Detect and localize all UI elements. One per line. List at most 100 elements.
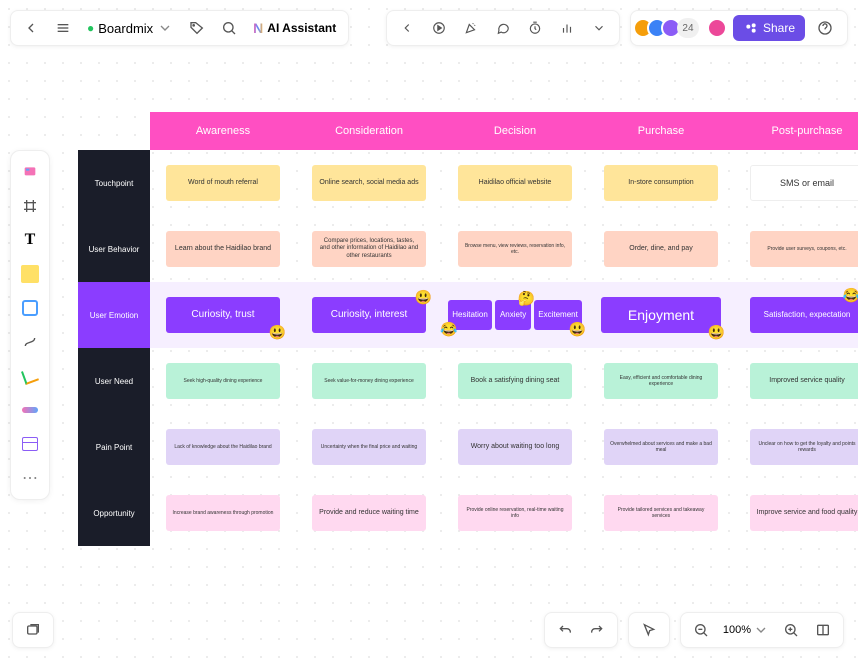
ai-assistant-button[interactable]: N AI Assistant [247, 20, 342, 36]
sticky-note[interactable]: Book a satisfying dining seat [458, 363, 572, 399]
chart-button[interactable] [553, 14, 581, 42]
minimap-button[interactable] [809, 616, 837, 644]
comment-button[interactable] [489, 14, 517, 42]
share-button[interactable]: Share [733, 15, 805, 41]
sticky-note[interactable]: Browse menu, view reviews, reservation i… [458, 231, 572, 267]
sticky-note[interactable]: Overwhelmed about services and make a ba… [604, 429, 718, 465]
sticky-note[interactable]: Improved service quality [750, 363, 858, 399]
celebrate-button[interactable] [457, 14, 485, 42]
sticky-note[interactable]: Compare prices, locations, tastes, and o… [312, 231, 426, 267]
pointer-tool[interactable] [635, 616, 663, 644]
chevron-down-icon [157, 20, 173, 36]
emoji-icon: 😃 [269, 324, 286, 341]
row-label[interactable]: Touchpoint [78, 150, 150, 216]
templates-tool[interactable] [15, 157, 45, 187]
text-tool[interactable]: T [15, 225, 45, 255]
zoom-level[interactable]: 100% [719, 622, 773, 638]
sticky-note[interactable]: Seek value-for-money dining experience [312, 363, 426, 399]
emoji-icon: 😃 [415, 289, 432, 306]
flow-tool[interactable] [15, 395, 45, 425]
topbar-left-panel: ● Boardmix N AI Assistant [10, 10, 349, 46]
side-toolbar: T ⋯ [10, 150, 50, 500]
connector-tool[interactable] [15, 327, 45, 357]
sticky-note[interactable]: Hesitation😂 [448, 300, 492, 330]
play-button[interactable] [425, 14, 453, 42]
emoji-icon: 😃 [569, 321, 586, 338]
sticky-note[interactable]: Word of mouth referral [166, 165, 280, 201]
current-user-avatar[interactable] [707, 18, 727, 38]
sticky-note[interactable]: Provide tailored services and takeaway s… [604, 495, 718, 531]
tag-button[interactable] [183, 14, 211, 42]
sticky-note[interactable]: Anxiety🤔 [495, 300, 531, 330]
sticky-note[interactable]: Increase brand awareness through promoti… [166, 495, 280, 531]
pages-button[interactable] [12, 612, 54, 648]
zoom-in-button[interactable] [777, 616, 805, 644]
emoji-icon: 🤔 [518, 290, 535, 307]
sticky-note[interactable]: Online search, social media ads [312, 165, 426, 201]
help-button[interactable] [811, 14, 839, 42]
sticky-note[interactable]: Uncertainty when the final price and wai… [312, 429, 426, 465]
back-button[interactable] [17, 14, 45, 42]
avatars-group[interactable]: 24 [639, 18, 699, 38]
brand-dot-icon: ● [87, 21, 94, 35]
sticky-note[interactable]: Excitement😃 [534, 300, 582, 330]
pen-tool[interactable] [15, 361, 45, 391]
phase-header[interactable]: Awareness [150, 112, 296, 150]
phase-header[interactable]: Decision [442, 112, 588, 150]
topbar-tools-panel [386, 10, 620, 46]
zoom-panel: 100% [680, 612, 844, 648]
search-button[interactable] [215, 14, 243, 42]
emoji-icon: 😃 [708, 324, 725, 341]
redo-button[interactable] [583, 616, 611, 644]
file-name[interactable]: ● Boardmix [81, 20, 179, 36]
timer-button[interactable] [521, 14, 549, 42]
history-panel [544, 612, 618, 648]
sticky-note[interactable]: Curiosity, trust😃 [166, 297, 280, 333]
chevron-left-button[interactable] [393, 14, 421, 42]
sticky-note[interactable]: Seek high-quality dining experience [166, 363, 280, 399]
sticky-note[interactable]: Provide online reservation, real-time wa… [458, 495, 572, 531]
row-label[interactable]: User Need [78, 348, 150, 414]
emoji-icon: 😂 [843, 287, 858, 304]
row-label[interactable]: User Behavior [78, 216, 150, 282]
journey-map[interactable]: Awareness Consideration Decision Purchas… [78, 112, 858, 546]
ai-logo-icon: N [253, 20, 263, 36]
table-tool[interactable] [15, 429, 45, 459]
more-tool[interactable]: ⋯ [15, 463, 45, 493]
sticky-note[interactable]: Haidilao official website [458, 165, 572, 201]
brand-label: Boardmix [98, 21, 153, 36]
sticky-note[interactable]: Provide user surveys, coupons, etc. [750, 231, 858, 267]
emoji-icon: 😂 [440, 321, 457, 338]
menu-button[interactable] [49, 14, 77, 42]
sticky-note[interactable]: Satisfaction, expectation😂 [750, 297, 858, 333]
zoom-out-button[interactable] [687, 616, 715, 644]
sticky-tool[interactable] [15, 259, 45, 289]
row-label[interactable]: User Emotion [78, 282, 150, 348]
sticky-note[interactable]: Learn about the Haidilao brand [166, 231, 280, 267]
row-label[interactable]: Pain Point [78, 414, 150, 480]
sticky-note[interactable]: Provide and reduce waiting time [312, 495, 426, 531]
topbar-share-panel: 24 Share [630, 10, 848, 46]
phase-header[interactable]: Consideration [296, 112, 442, 150]
ai-label: AI Assistant [267, 21, 336, 35]
sticky-note[interactable]: Unclear on how to get the loyalty and po… [750, 429, 858, 465]
avatar-count: 24 [677, 18, 699, 38]
sticky-note[interactable]: Enjoyment😃 [601, 297, 722, 333]
row-label[interactable]: Opportunity [78, 480, 150, 546]
share-label: Share [763, 21, 795, 35]
sticky-note[interactable]: Order, dine, and pay [604, 231, 718, 267]
sticky-note[interactable]: SMS or email [750, 165, 858, 201]
select-panel [628, 612, 670, 648]
sticky-note[interactable]: Worry about waiting too long [458, 429, 572, 465]
sticky-note[interactable]: Improve service and food quality [750, 495, 858, 531]
more-tools-button[interactable] [585, 14, 613, 42]
sticky-note[interactable]: Lack of knowledge about the Haidilao bra… [166, 429, 280, 465]
undo-button[interactable] [551, 616, 579, 644]
sticky-note[interactable]: Easy, efficient and comfortable dining e… [604, 363, 718, 399]
phase-header[interactable]: Post-purchase [734, 112, 858, 150]
sticky-note[interactable]: In-store consumption [604, 165, 718, 201]
frame-tool[interactable] [15, 191, 45, 221]
sticky-note[interactable]: Curiosity, interest😃 [312, 297, 426, 333]
phase-header[interactable]: Purchase [588, 112, 734, 150]
shape-tool[interactable] [15, 293, 45, 323]
